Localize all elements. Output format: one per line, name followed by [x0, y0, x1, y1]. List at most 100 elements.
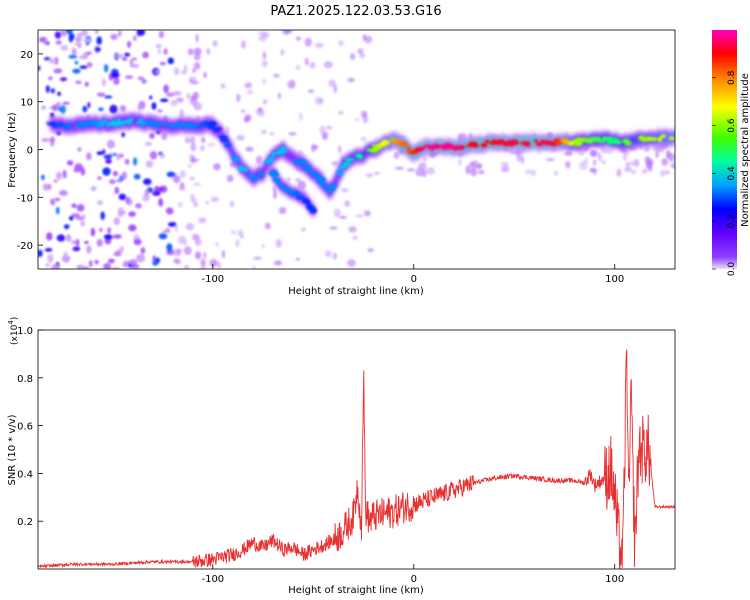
noise-blob [307, 89, 315, 93]
noise-blob [132, 35, 137, 42]
noise-blob [44, 248, 53, 252]
noise-blob [190, 95, 197, 102]
ridge-core [230, 151, 236, 156]
noise-blob [625, 162, 630, 167]
noise-blob [124, 52, 131, 57]
noise-blob [185, 222, 195, 231]
noise-blob [199, 145, 205, 151]
noise-blob [501, 165, 510, 173]
noise-blob [41, 105, 46, 110]
noise-blob [112, 267, 120, 269]
noise-blob [65, 234, 72, 242]
noise-blob [325, 250, 332, 258]
noise-blob [166, 171, 176, 178]
snr-y-tick-label: 0.2 [17, 517, 33, 528]
noise-blob [161, 132, 168, 141]
colorbar-tick-label: 0.6 [727, 118, 737, 133]
noise-blob [178, 184, 186, 191]
noise-blob [286, 177, 291, 182]
noise-blob [175, 259, 182, 265]
ridge-core [307, 167, 313, 172]
noise-blob [655, 149, 660, 159]
noise-blob [121, 56, 128, 61]
noise-blob [165, 207, 174, 215]
noise-blob [516, 155, 525, 162]
ridge-core [251, 176, 259, 182]
noise-blob [113, 251, 122, 257]
noise-blob [186, 92, 191, 100]
noise-blob [133, 266, 138, 269]
spectrogram-y-tick-label: 0 [27, 146, 33, 157]
noise-blob [665, 149, 671, 159]
noise-blob [201, 137, 206, 144]
noise-blob [210, 196, 219, 203]
ridge-core [533, 139, 539, 143]
noise-blob [344, 200, 351, 207]
noise-blob [118, 193, 127, 201]
secondary-ridge-core [309, 207, 317, 214]
noise-blob [38, 65, 41, 71]
noise-blob [52, 104, 58, 112]
ridge-core [402, 142, 409, 147]
noise-blob [124, 158, 130, 165]
noise-blob [589, 149, 597, 157]
noise-blob [60, 44, 69, 51]
noise-blob [105, 158, 112, 164]
noise-blob [98, 107, 104, 112]
ridge-core [280, 145, 286, 150]
noise-blob [361, 110, 368, 118]
noise-blob [55, 40, 62, 45]
noise-blob [149, 132, 155, 139]
noise-blob [178, 235, 187, 245]
ridge-core [668, 136, 675, 140]
ridge-core [326, 187, 337, 192]
noise-blob [203, 251, 207, 259]
noise-blob [177, 201, 183, 208]
noise-blob [135, 203, 142, 209]
noise-blob [103, 154, 113, 160]
noise-blob [258, 107, 262, 112]
noise-blob [360, 136, 367, 142]
noise-blob [189, 78, 193, 84]
noise-blob [545, 158, 555, 162]
secondary-ridge-core [295, 195, 305, 200]
noise-blob [200, 265, 207, 269]
noise-blob [159, 61, 166, 66]
ridge-core [298, 159, 308, 165]
snr-y-label: SNR (10 * v/v) [7, 414, 18, 485]
noise-blob [50, 198, 54, 206]
spectrogram-y-tick-label: -20 [17, 241, 33, 252]
noise-blob [94, 47, 101, 52]
noise-blob [190, 193, 196, 201]
noise-blob [102, 167, 111, 176]
noise-blob [59, 77, 68, 82]
noise-blob [96, 36, 102, 45]
ridge-core [327, 190, 333, 195]
snr-multiplier-base: (x10 [10, 324, 20, 345]
noise-blob [374, 171, 380, 175]
ridge-core [512, 140, 520, 146]
noise-blob [183, 246, 192, 256]
colorbar-tick-label: 0.8 [727, 70, 737, 85]
noise-blob [601, 160, 606, 165]
noise-blob [43, 57, 51, 61]
ridge-core [617, 140, 623, 144]
noise-blob [57, 91, 61, 97]
noise-blob [45, 263, 50, 267]
colorbar-label: Normalized spectral amplitude [740, 73, 750, 227]
noise-blob [62, 101, 70, 105]
noise-blob [172, 90, 182, 96]
noise-blob [125, 196, 131, 205]
spectrogram-y-tick-label: -10 [17, 193, 33, 204]
noise-blob [112, 170, 119, 177]
noise-blob [299, 112, 303, 122]
noise-blob [246, 89, 254, 95]
noise-blob [645, 160, 653, 170]
noise-blob [475, 165, 482, 169]
colorbar-ticks: 0.0 0.2 0.4 0.6 0.8 [712, 70, 737, 276]
noise-blob [244, 82, 252, 89]
noise-blob [167, 222, 177, 227]
noise-blob [149, 150, 158, 160]
noise-blob [329, 226, 338, 230]
